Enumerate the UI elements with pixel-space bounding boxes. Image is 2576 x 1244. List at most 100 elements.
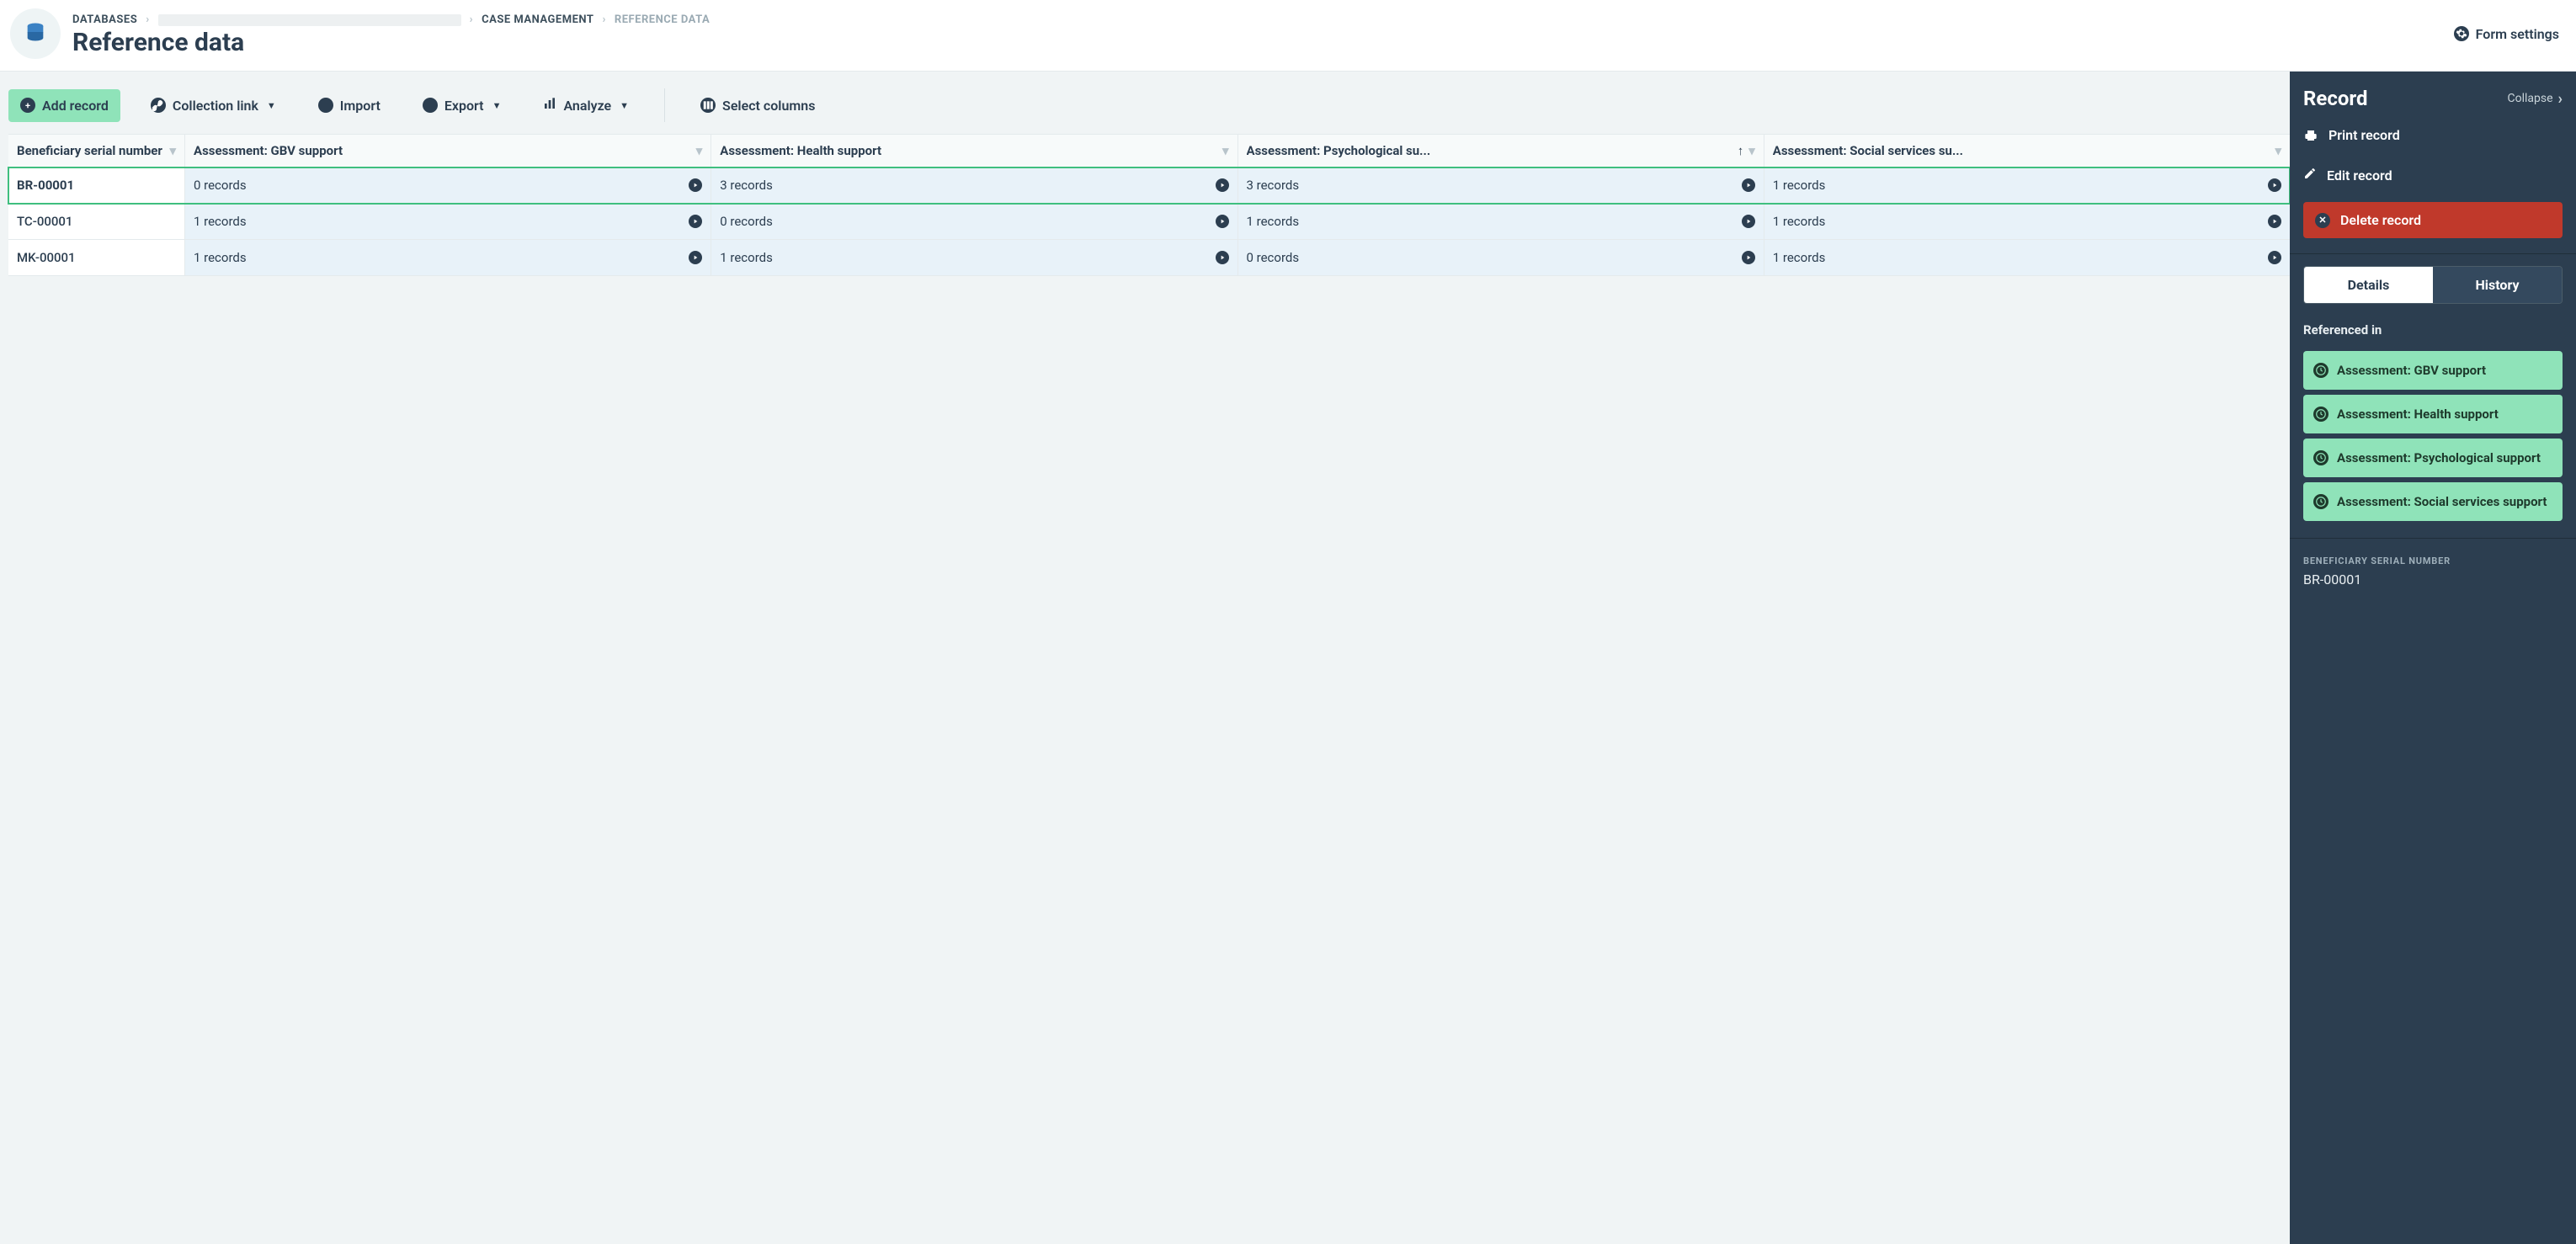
filter-icon[interactable]: ▾ <box>1748 143 1755 158</box>
cell-text: BR-00001 <box>17 178 74 193</box>
play-icon[interactable] <box>689 251 702 264</box>
breadcrumb-case-management[interactable]: CASE MANAGEMENT <box>482 13 593 26</box>
cell-text: 0 records <box>720 214 773 229</box>
column-header-gbv[interactable]: Assessment: GBV support ▾ <box>185 135 711 167</box>
collapse-button[interactable]: Collapse › <box>2508 90 2563 108</box>
link-icon <box>151 98 166 113</box>
cell-text: 1 records <box>194 250 247 265</box>
chart-icon <box>543 97 556 114</box>
print-record-label: Print record <box>2329 127 2400 143</box>
column-header-psych[interactable]: Assessment: Psychological su... ↑ ▾ <box>1238 135 1764 167</box>
filter-icon[interactable]: ▾ <box>2275 143 2281 158</box>
play-icon[interactable] <box>2268 178 2281 192</box>
referenced-item[interactable]: Assessment: Health support <box>2303 395 2563 433</box>
column-header-social[interactable]: Assessment: Social services su... ▾ <box>1764 135 2290 167</box>
play-icon[interactable] <box>2268 251 2281 264</box>
cell-text: 1 records <box>1773 214 1826 229</box>
breadcrumb: DATABASES › › CASE MANAGEMENT › REFERENC… <box>72 13 2442 26</box>
pencil-icon <box>2303 167 2317 183</box>
cell-text: 1 records <box>720 250 773 265</box>
field-value: BR-00001 <box>2303 571 2563 587</box>
chevron-down-icon: ▼ <box>492 100 502 111</box>
cell-serial: BR-00001 <box>8 167 185 203</box>
play-icon[interactable] <box>689 215 702 228</box>
toolbar: + Add record Collection link ▼ Import <box>8 80 2290 134</box>
play-icon[interactable] <box>1742 178 1755 192</box>
cell-records: 1 records <box>1764 167 2290 203</box>
play-icon[interactable] <box>1216 178 1229 192</box>
play-icon[interactable] <box>1216 215 1229 228</box>
add-record-label: Add record <box>42 98 109 114</box>
cell-text: MK-00001 <box>17 250 76 265</box>
table-row[interactable]: MK-000011 records1 records0 records1 rec… <box>8 240 2290 276</box>
chevron-right-icon: › <box>602 13 605 26</box>
clock-icon <box>2313 450 2329 465</box>
edit-record-label: Edit record <box>2327 167 2392 183</box>
referenced-item-label: Assessment: GBV support <box>2337 363 2486 378</box>
cell-text: 0 records <box>194 178 247 193</box>
cell-records: 3 records <box>711 167 1237 203</box>
referenced-item[interactable]: Assessment: Social services support <box>2303 482 2563 521</box>
filter-icon[interactable]: ▾ <box>169 143 176 158</box>
filter-icon[interactable]: ▾ <box>1222 143 1229 158</box>
select-columns-button[interactable]: Select columns <box>689 89 827 122</box>
play-icon[interactable] <box>1742 215 1755 228</box>
add-record-button[interactable]: + Add record <box>8 89 120 122</box>
table-row[interactable]: TC-000011 records0 records1 records1 rec… <box>8 204 2290 240</box>
gear-icon <box>2454 26 2469 41</box>
delete-record-button[interactable]: ✕ Delete record <box>2303 202 2563 238</box>
panel-tabs: Details History <box>2303 266 2563 304</box>
cell-records: 1 records <box>1764 204 2290 239</box>
play-icon[interactable] <box>2268 215 2281 228</box>
chevron-right-icon: › <box>2558 90 2563 108</box>
cell-records: 0 records <box>185 167 711 203</box>
cell-text: 1 records <box>1773 250 1826 265</box>
tab-history[interactable]: History <box>2433 267 2562 303</box>
chevron-right-icon: › <box>470 13 473 26</box>
cell-text: TC-00001 <box>17 214 72 229</box>
import-button[interactable]: Import <box>306 89 392 122</box>
column-header-health[interactable]: Assessment: Health support ▾ <box>711 135 1237 167</box>
table-row[interactable]: BR-000010 records3 records3 records1 rec… <box>8 167 2290 204</box>
collection-link-button[interactable]: Collection link ▼ <box>139 89 288 122</box>
referenced-item[interactable]: Assessment: Psychological support <box>2303 439 2563 477</box>
play-icon[interactable] <box>1216 251 1229 264</box>
clock-icon <box>2313 407 2329 422</box>
play-icon[interactable] <box>689 178 702 192</box>
form-settings-button[interactable]: Form settings <box>2454 26 2559 42</box>
columns-icon <box>700 98 716 113</box>
cell-serial: MK-00001 <box>8 240 185 275</box>
column-label: Assessment: Social services su... <box>1773 143 2270 158</box>
referenced-item-label: Assessment: Psychological support <box>2337 450 2541 465</box>
print-record-button[interactable]: Print record <box>2290 115 2576 155</box>
cell-text: 3 records <box>720 178 773 193</box>
cell-records: 1 records <box>711 240 1237 275</box>
chevron-down-icon: ▼ <box>267 100 276 111</box>
cell-serial: TC-00001 <box>8 204 185 239</box>
export-button[interactable]: Export ▼ <box>411 89 514 122</box>
panel-title: Record <box>2303 87 2367 110</box>
cell-text: 1 records <box>1773 178 1826 193</box>
table-header-row: Beneficiary serial number ▾ Assessment: … <box>8 134 2290 167</box>
column-label: Assessment: Psychological su... <box>1247 143 1732 158</box>
column-header-serial[interactable]: Beneficiary serial number ▾ <box>8 135 185 167</box>
referenced-item[interactable]: Assessment: GBV support <box>2303 351 2563 390</box>
sort-asc-icon[interactable]: ↑ <box>1738 143 1744 158</box>
play-icon[interactable] <box>1742 251 1755 264</box>
clock-icon <box>2313 494 2329 509</box>
referenced-item-label: Assessment: Social services support <box>2337 494 2547 509</box>
filter-icon[interactable]: ▾ <box>696 143 703 158</box>
edit-record-button[interactable]: Edit record <box>2290 155 2576 195</box>
select-columns-label: Select columns <box>722 98 815 114</box>
analyze-label: Analyze <box>563 98 611 114</box>
database-icon <box>10 8 61 59</box>
breadcrumb-databases[interactable]: DATABASES <box>72 13 137 26</box>
column-label: Assessment: Health support <box>720 143 1217 158</box>
cell-records: 1 records <box>185 240 711 275</box>
close-icon: ✕ <box>2315 213 2330 228</box>
cell-records: 1 records <box>1764 240 2290 275</box>
analyze-button[interactable]: Analyze ▼ <box>531 88 641 122</box>
tab-details[interactable]: Details <box>2304 267 2433 303</box>
cell-text: 1 records <box>1247 214 1300 229</box>
referenced-in-label: Referenced in <box>2290 304 2576 346</box>
